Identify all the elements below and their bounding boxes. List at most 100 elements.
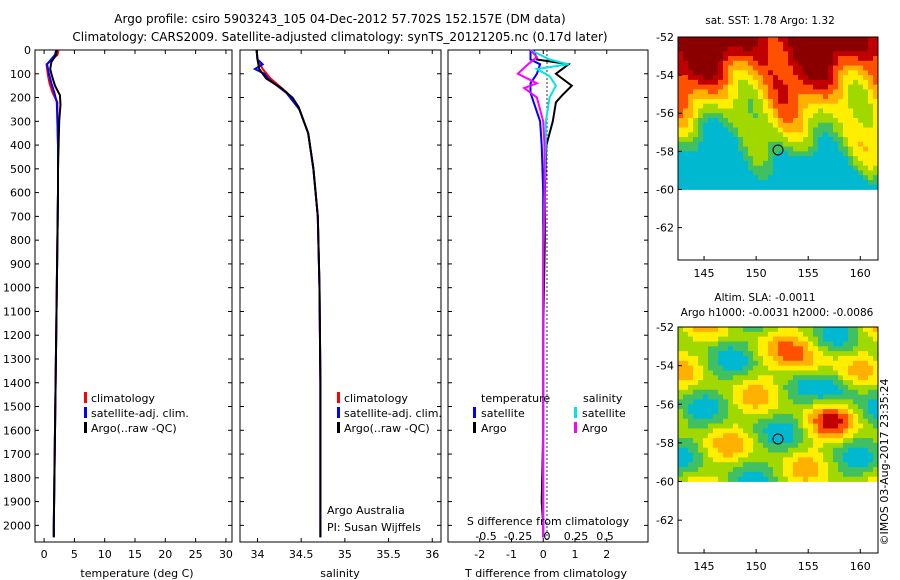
- heatmap-cell: [868, 70, 874, 76]
- heatmap-cell: [758, 375, 764, 381]
- heatmap-cell: [803, 165, 809, 171]
- heatmap-cell: [763, 380, 769, 386]
- heatmap-cell: [748, 442, 754, 449]
- t-difference-axis-label: T difference from climatology: [464, 567, 627, 580]
- heatmap-cell: [748, 108, 754, 114]
- heatmap-cell: [823, 103, 829, 109]
- heatmap-cell: [873, 370, 879, 376]
- heatmap-cell: [798, 75, 804, 81]
- heatmap-cell: [763, 413, 769, 420]
- heatmap-cell: [808, 360, 814, 367]
- heatmap-cell: [753, 327, 759, 333]
- heatmap-cell: [793, 37, 799, 43]
- heatmap-cell: [703, 336, 709, 342]
- heatmap-cell: [828, 137, 834, 143]
- heatmap-cell: [873, 60, 879, 66]
- heatmap-cell: [768, 462, 774, 468]
- heatmap-cell: [778, 423, 784, 429]
- heatmap-cell: [723, 351, 729, 357]
- heatmap-cell: [773, 428, 779, 434]
- heatmap-cell: [728, 132, 734, 138]
- heatmap-cell: [843, 70, 849, 76]
- heatmap-cell: [868, 46, 874, 52]
- heatmap-cell: [843, 433, 849, 439]
- heatmap-cell: [733, 151, 739, 157]
- heatmap-cell: [683, 160, 689, 167]
- heatmap-cell: [748, 94, 754, 100]
- heatmap-cell: [798, 65, 804, 71]
- heatmap-cell: [828, 351, 834, 357]
- heatmap-cell: [728, 375, 734, 381]
- heatmap-cell: [718, 127, 724, 133]
- heatmap-cell: [803, 41, 809, 47]
- heatmap-cell: [743, 476, 749, 482]
- heatmap-cell: [848, 457, 854, 463]
- heatmap-cell: [678, 70, 684, 76]
- heatmap-cell: [858, 462, 864, 468]
- heatmap-cell: [698, 452, 704, 458]
- heatmap-cell: [773, 184, 779, 190]
- heatmap-cell: [808, 51, 814, 57]
- heatmap-cell: [843, 471, 849, 478]
- heatmap-cell: [803, 175, 809, 181]
- heatmap-cell: [778, 346, 784, 352]
- heatmap-cell: [773, 37, 779, 43]
- heatmap-cell: [733, 146, 739, 152]
- heatmap-cell: [763, 341, 769, 347]
- heatmap-cell: [753, 409, 759, 415]
- x-tick-label: 35: [338, 548, 352, 561]
- heatmap-cell: [683, 56, 689, 62]
- heatmap-cell: [808, 103, 814, 109]
- heatmap-cell: [773, 360, 779, 367]
- heatmap-cell: [728, 438, 734, 444]
- heatmap-cell: [708, 132, 714, 138]
- heatmap-cell: [823, 118, 829, 124]
- heatmap-cell: [813, 467, 819, 473]
- heatmap-cell: [743, 462, 749, 468]
- x-tick-label: 30: [219, 548, 233, 561]
- heatmap-cell: [698, 84, 704, 90]
- heatmap-cell: [758, 37, 764, 43]
- heatmap-cell: [863, 84, 869, 90]
- heatmap-cell: [818, 113, 824, 119]
- heatmap-cell: [848, 89, 854, 95]
- heatmap-cell: [753, 79, 759, 86]
- heatmap-cell: [833, 70, 839, 76]
- heatmap-cell: [863, 94, 869, 100]
- heatmap-cell: [728, 160, 734, 167]
- heatmap-cell: [688, 108, 694, 114]
- heatmap-cell: [863, 336, 869, 342]
- heatmap-cell: [803, 56, 809, 62]
- heatmap-cell: [753, 65, 759, 71]
- heatmap-cell: [808, 118, 814, 124]
- x-tick-label: 1: [571, 548, 578, 561]
- heatmap-cell: [788, 79, 794, 86]
- heatmap-cell: [758, 179, 764, 186]
- heatmap-cell: [853, 389, 859, 396]
- heatmap-cell: [778, 447, 784, 453]
- heatmap-cell: [678, 394, 684, 400]
- heatmap-cell: [818, 336, 824, 342]
- heatmap-cell: [703, 413, 709, 420]
- heatmap-cell: [708, 75, 714, 81]
- heatmap-cell: [718, 327, 724, 333]
- heatmap-cell: [693, 41, 699, 47]
- heatmap-cell: [858, 56, 864, 62]
- heatmap-cell: [753, 165, 759, 171]
- heatmap-cell: [738, 476, 744, 482]
- heatmap-cell: [683, 175, 689, 181]
- heatmap-cell: [688, 175, 694, 181]
- heatmap-cell: [758, 98, 764, 105]
- heatmap-cell: [858, 399, 864, 405]
- heatmap-cell: [873, 165, 879, 171]
- heatmap-cell: [723, 70, 729, 76]
- heatmap-cell: [873, 51, 879, 57]
- heatmap-cell: [703, 108, 709, 114]
- heatmap-cell: [678, 37, 684, 43]
- heatmap-cell: [833, 94, 839, 100]
- heatmap-cell: [858, 84, 864, 90]
- heatmap-cell: [763, 423, 769, 429]
- heatmap-cell: [863, 413, 869, 420]
- heatmap-cell: [828, 127, 834, 133]
- heatmap-cell: [803, 89, 809, 95]
